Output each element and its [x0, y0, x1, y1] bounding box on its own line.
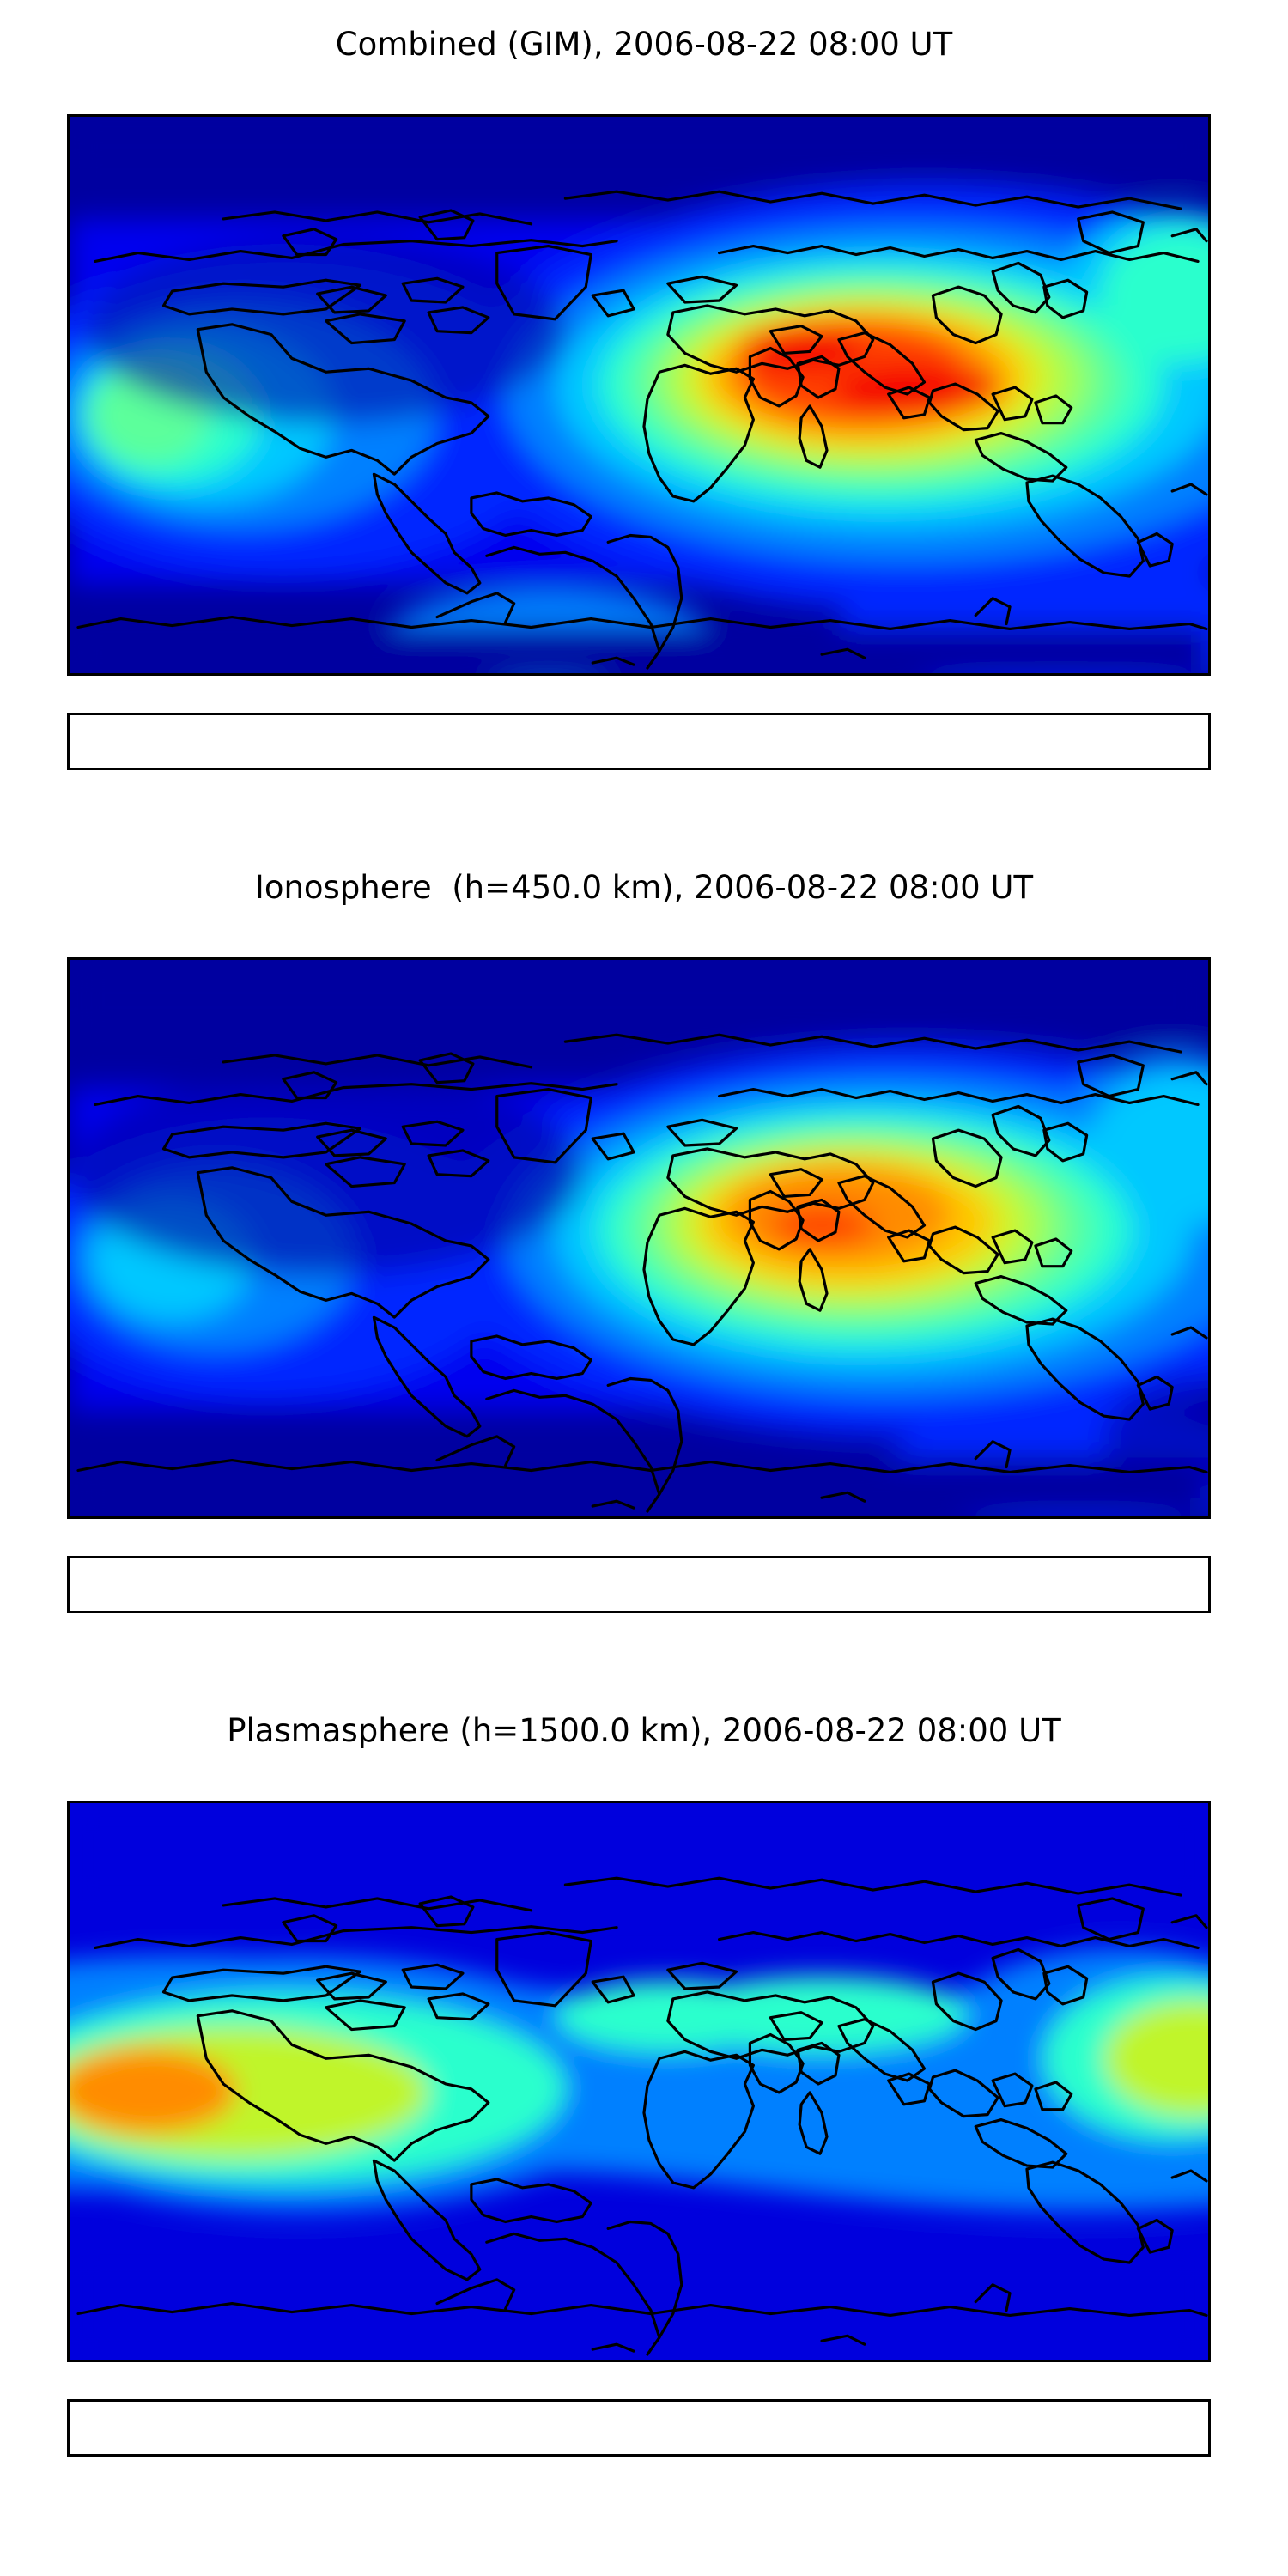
colorbar-ionosphere: [67, 1556, 1211, 1676]
colorbar-ionosphere-labels: [67, 1628, 1211, 1669]
colorbar-plasmasphere-strip: [67, 2399, 1211, 2457]
panel-title-combined: Combined (GIM), 2006-08-22 08:00 UT: [335, 26, 953, 63]
panel-title-plasmasphere: Plasmasphere (h=1500.0 km), 2006-08-22 0…: [227, 1712, 1061, 1749]
coastlines-combined: [76, 190, 1208, 670]
colorbar-combined-strip: [67, 713, 1211, 770]
map-canvas-ionosphere: [70, 960, 1208, 1516]
panel-combined-gim: Combined (GIM), 2006-08-22 08:00 UT: [0, 0, 1288, 859]
coastlines-ionosphere: [76, 1033, 1208, 1513]
map-combined-gim: [67, 114, 1211, 676]
map-plasmasphere: [67, 1801, 1211, 2362]
colorbar-combined: [67, 713, 1211, 833]
colorbar-plasmasphere-ticks: [67, 2457, 1211, 2470]
map-canvas-combined: [70, 117, 1208, 673]
panel-plasmasphere: Plasmasphere (h=1500.0 km), 2006-08-22 0…: [0, 0, 1288, 2457]
panel-ionosphere: Ionosphere (h=450.0 km), 2006-08-22 08:0…: [0, 0, 1288, 1613]
colorbar-ionosphere-strip: [67, 1556, 1211, 1613]
coastlines-plasmasphere: [76, 1876, 1208, 2356]
colorbar-plasmasphere: [67, 2399, 1211, 2519]
colorbar-ionosphere-ticks: [67, 1613, 1211, 1627]
panel-title-ionosphere: Ionosphere (h=450.0 km), 2006-08-22 08:0…: [254, 869, 1034, 906]
colorbar-plasmasphere-labels: [67, 2471, 1211, 2512]
map-canvas-plasmasphere: [70, 1803, 1208, 2360]
map-ionosphere: [67, 957, 1211, 1519]
